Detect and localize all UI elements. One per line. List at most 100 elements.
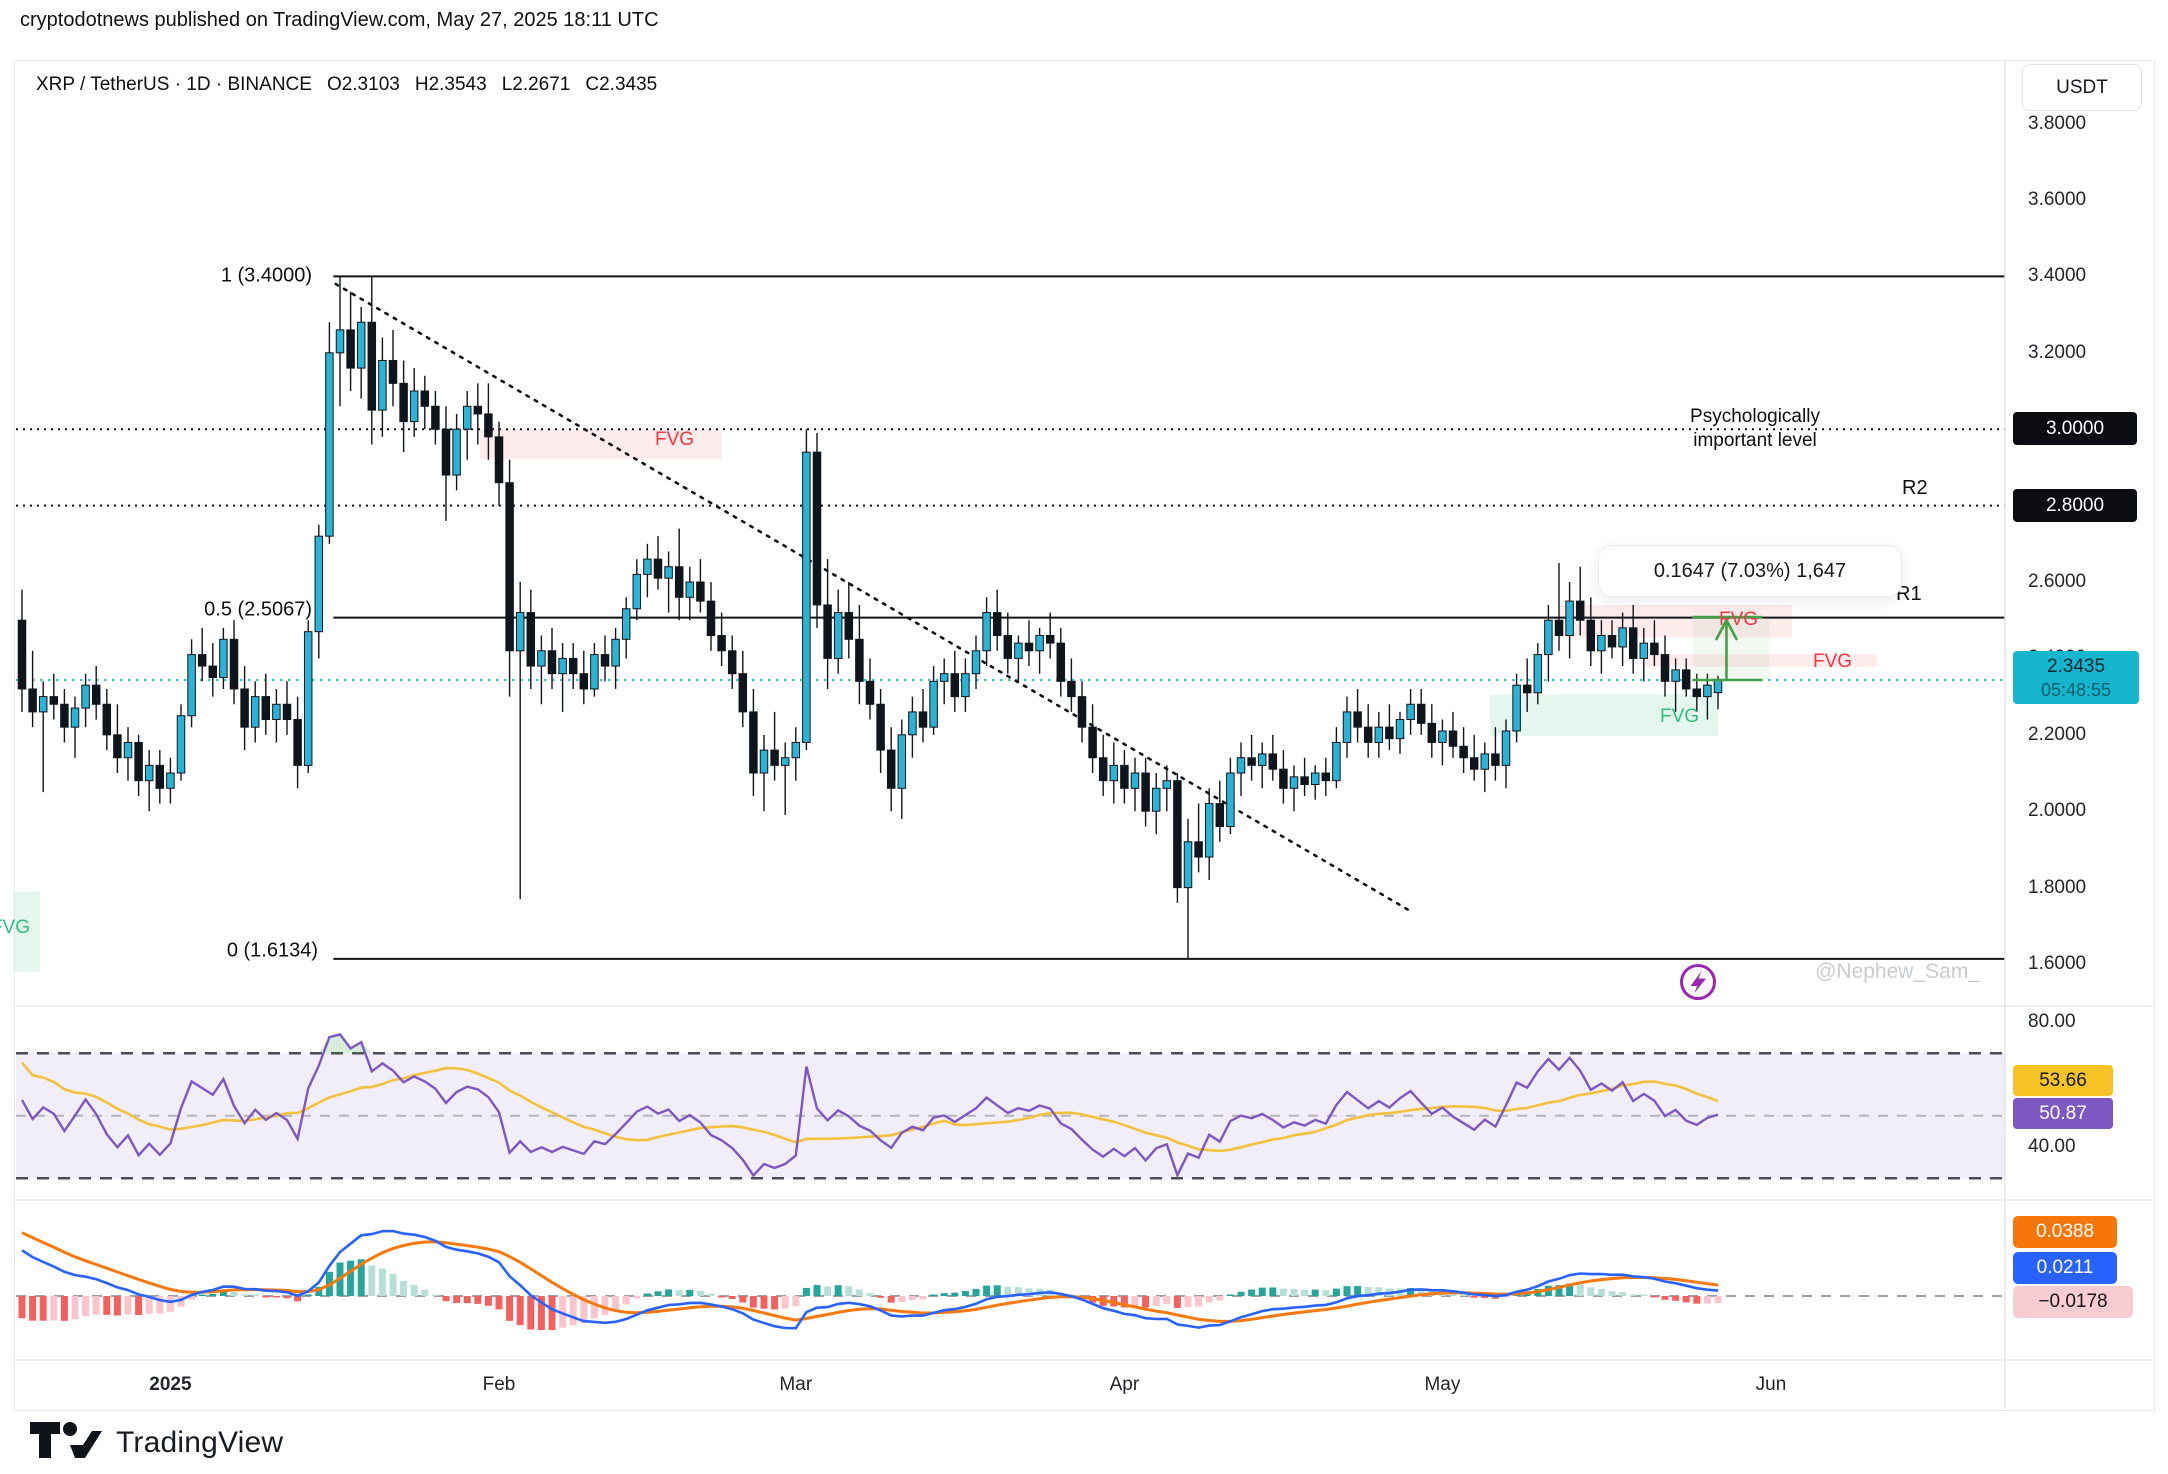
- current-price: 2.3435: [2046, 656, 2106, 677]
- candle-up: [897, 734, 907, 789]
- fib-level-05-label[interactable]: 0.5 (2.5067): [204, 598, 312, 621]
- macd-hist-bar: [686, 1289, 694, 1296]
- candle-down: [91, 684, 101, 705]
- macd-hist-bar: [972, 1288, 980, 1296]
- fvg-zone: [1490, 694, 1718, 736]
- candle-up: [1406, 703, 1415, 721]
- candle-up: [314, 535, 324, 633]
- macd-hist-bar: [1364, 1287, 1372, 1296]
- candle-up: [1703, 684, 1712, 698]
- macd-signal-line: [21, 1231, 1719, 1323]
- macd-hist-bar: [516, 1296, 524, 1326]
- time-axis-label: Mar: [779, 1374, 813, 1395]
- macd-hist-bar: [1502, 1296, 1510, 1298]
- candle-down: [367, 321, 377, 411]
- candle-down: [473, 405, 483, 415]
- symbol-title[interactable]: XRP / TetherUS · 1D · BINANCE: [36, 74, 312, 95]
- candle-up: [166, 772, 175, 789]
- ohlc-high: H2.3543: [414, 74, 487, 95]
- candle-down: [844, 612, 854, 640]
- macd-hist-bar: [272, 1296, 280, 1298]
- candle-down: [1067, 680, 1076, 698]
- candle-down: [17, 619, 27, 690]
- price-tick-label: 2.0000: [2028, 800, 2087, 822]
- candle-up: [1014, 642, 1023, 659]
- symbol-header: XRP / TetherUS · 1D · BINANCE O2.3103 H2…: [36, 74, 657, 96]
- candle-down: [1681, 669, 1691, 690]
- macd-hist-bar: [251, 1294, 259, 1296]
- fvg-label-left-edge: FVG: [0, 917, 30, 938]
- price-tick-label: 1.8000: [2028, 876, 2087, 898]
- candle-up: [303, 631, 313, 766]
- macd-hist-bar: [537, 1296, 545, 1330]
- candle-up: [1501, 730, 1511, 766]
- candle-up: [378, 359, 387, 411]
- macd-hist-bar: [410, 1285, 418, 1296]
- candle-up: [1533, 654, 1543, 694]
- macd-hist-bar: [919, 1296, 927, 1300]
- macd-hist-bar: [50, 1296, 58, 1321]
- macd-hist-bar: [1407, 1288, 1415, 1296]
- macd-hist-bar: [1216, 1296, 1224, 1301]
- macd-hist-bar: [665, 1289, 673, 1296]
- candle-up: [1597, 634, 1606, 652]
- candle-down: [208, 665, 218, 679]
- candle-up: [632, 573, 642, 610]
- candle-down: [717, 634, 726, 652]
- macd-hist-bar: [1693, 1296, 1701, 1304]
- macd-hist-bar: [442, 1296, 450, 1302]
- price-level-badge-3: 3.0000: [2013, 412, 2137, 445]
- currency-toggle-button[interactable]: USDT: [2022, 64, 2142, 111]
- macd-hist-bar: [834, 1285, 842, 1296]
- resistance-2-label: R2: [1902, 477, 1928, 499]
- candle-down: [876, 703, 885, 751]
- macd-hist-bar: [209, 1293, 217, 1296]
- candle-down: [738, 673, 748, 713]
- candle-up: [1109, 764, 1119, 782]
- lightning-badge-icon: [1680, 964, 1716, 1000]
- macd-hist-bar: [39, 1296, 47, 1321]
- candle-down: [134, 741, 143, 782]
- candle-up: [462, 405, 472, 430]
- macd-hist-bar: [1142, 1296, 1150, 1308]
- macd-hist-bar: [135, 1296, 143, 1316]
- macd-hist-bar: [590, 1296, 598, 1319]
- tradingview-logo[interactable]: TradingView: [30, 1422, 283, 1464]
- candle-down: [60, 703, 69, 728]
- macd-signal-badge: 0.0388: [2013, 1216, 2117, 1248]
- candle-down: [918, 711, 928, 728]
- candle-up: [1342, 711, 1352, 743]
- candle-up: [611, 638, 620, 667]
- fvg-zone: [1559, 604, 1793, 638]
- macd-hist-bar: [1173, 1296, 1181, 1308]
- macd-hist-bar: [633, 1296, 641, 1299]
- fvg-label-may-lower: FVG: [1813, 651, 1853, 672]
- candle-up: [1310, 772, 1320, 785]
- macd-hist-bar: [1120, 1296, 1128, 1308]
- macd-hist-bar: [1131, 1296, 1139, 1307]
- fib-level-1-label[interactable]: 1 (3.4000): [220, 264, 312, 287]
- resistance-1-label: R1: [1896, 583, 1922, 605]
- candle-up: [1151, 787, 1161, 812]
- candle-up: [176, 715, 186, 774]
- candle-up: [1035, 634, 1044, 652]
- candle-down: [420, 390, 430, 407]
- candle-down: [240, 688, 249, 728]
- macd-hist-bar: [1460, 1294, 1468, 1296]
- candle-down: [1353, 711, 1362, 728]
- macd-hist-bar: [304, 1294, 312, 1296]
- candle-down: [1088, 726, 1097, 759]
- candle-up: [537, 650, 546, 667]
- fib-level-0-label[interactable]: 0 (1.6134): [226, 939, 318, 962]
- macd-hist-bar: [877, 1296, 885, 1298]
- macd-hist-bar: [1290, 1288, 1298, 1296]
- candle-down: [1459, 745, 1468, 759]
- candle-up: [219, 638, 228, 679]
- candle-down: [28, 688, 37, 713]
- candle-down: [950, 673, 960, 698]
- candle-down: [1120, 764, 1129, 789]
- macd-hist-bar: [495, 1296, 503, 1310]
- macd-hist-bar: [1555, 1285, 1563, 1296]
- macd-hist-bar: [845, 1286, 853, 1296]
